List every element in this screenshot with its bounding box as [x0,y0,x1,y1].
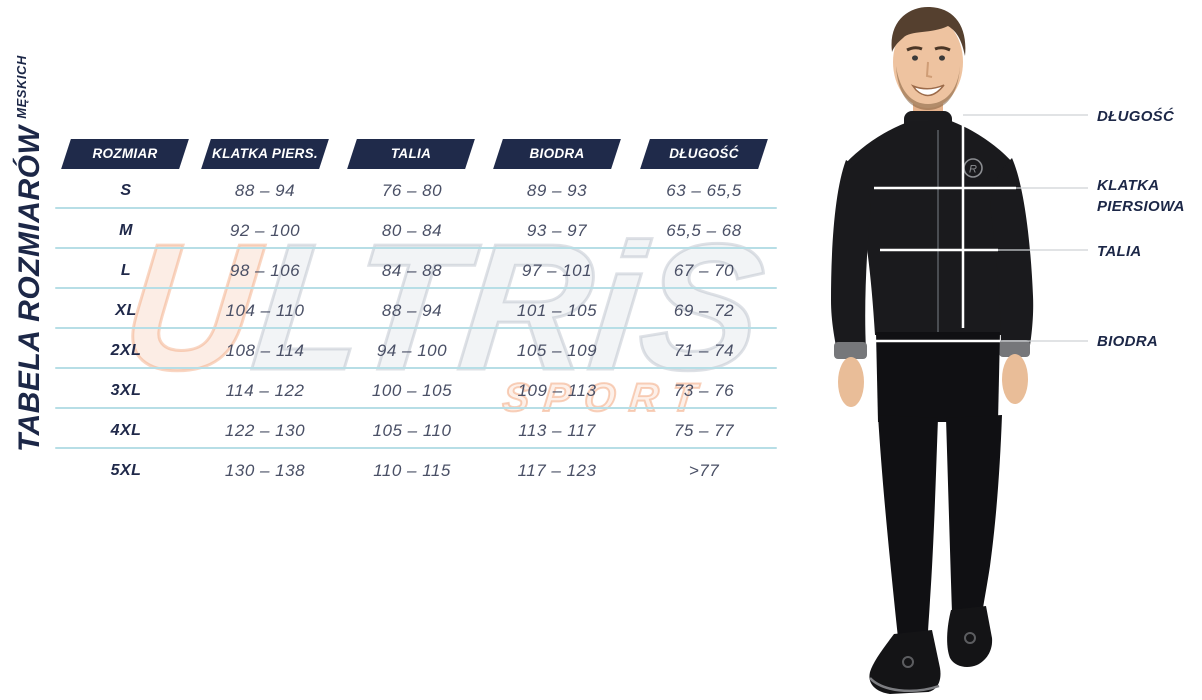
model-smile [910,84,945,97]
cell-chest: 88 – 94 [234,181,296,200]
table-row: XL 104 – 110 88 – 94 101 – 105 69 – 72 [0,291,800,331]
jacket-logo-letter: R [969,164,977,176]
cell-length: 75 – 77 [673,421,735,440]
page-title-sub: MĘSKICH [14,55,29,119]
model-eye-right [939,55,945,61]
cell-length: 67 – 70 [673,261,735,280]
row-divider [55,287,777,289]
row-divider [55,327,777,329]
cell-size: S [120,182,132,199]
cell-chest: 104 – 110 [225,301,305,320]
shoe-left [869,630,941,694]
cell-chest: 122 – 130 [224,421,306,440]
figure-label-waist: TALIA [1097,243,1142,260]
size-table: ROZMIAR KLATKA PIERS. TALIA BIODRA DŁUGO… [0,0,800,500]
tights-hips [876,332,1000,422]
tights-leg-right [946,415,1002,616]
cell-size: XL [115,302,137,319]
cell-length: 71 – 74 [673,341,735,360]
table-row: M 92 – 100 80 – 84 93 – 97 65,5 – 68 [0,211,800,251]
row-divider [55,247,777,249]
jacket-torso [846,120,1014,335]
page-title: TABELA ROZMIARÓW MĘSKICH [13,55,53,452]
cell-length: 73 – 76 [673,381,735,400]
cuff-left [834,342,867,359]
cell-length: 63 – 65,5 [666,181,742,200]
cell-waist: 105 – 110 [372,421,452,440]
jacket-sleeve-left [831,160,871,352]
shoe-left-dial-icon [902,656,914,668]
cell-hips: 109 – 113 [517,381,597,400]
model-eyebrow-right [934,46,951,52]
cell-waist: 110 – 115 [373,461,451,480]
cell-size: L [120,262,132,279]
shoe-right [947,606,993,667]
table-row: 5XL 130 – 138 110 – 115 117 – 123 >77 [0,451,800,491]
tights-leg-left [878,415,938,638]
cell-waist: 100 – 105 [371,381,453,400]
cell-hips: 97 – 101 [521,261,593,280]
cell-size: M [119,222,133,239]
cell-waist: 84 – 88 [381,261,443,280]
shoe-right-dial-icon [964,632,976,644]
cell-hips: 93 – 97 [526,221,588,240]
cell-size: 4XL [110,422,142,439]
cell-size: 5XL [110,462,142,479]
cell-size: 3XL [110,382,142,399]
jacket-sleeve-right [990,158,1034,352]
cell-length: >77 [688,461,720,480]
figure-label-hips: BIODRA [1097,333,1158,350]
column-header-hips: BIODRA [493,139,621,169]
cell-waist: 88 – 94 [381,301,443,320]
cell-length: 65,5 – 68 [666,221,742,240]
model-hand-left [838,357,864,407]
cell-hips: 89 – 93 [526,181,588,200]
cell-waist: 76 – 80 [381,181,443,200]
table-row: S 88 – 94 76 – 80 89 – 93 63 – 65,5 [0,171,800,211]
cell-hips: 105 – 109 [516,341,598,360]
cell-length: 69 – 72 [673,301,735,320]
row-divider [55,207,777,209]
table-row: 4XL 122 – 130 105 – 110 113 – 117 75 – 7… [0,411,800,451]
cell-waist: 80 – 84 [381,221,443,240]
table-row: 3XL 114 – 122 100 – 105 109 – 113 73 – 7… [0,371,800,411]
cell-chest: 114 – 122 [225,381,305,400]
model-eye-left [912,55,918,61]
model-beard [896,66,960,110]
model-eyebrow-left [906,46,923,52]
table-row: 2XL 108 – 114 94 – 100 105 – 109 71 – 74 [0,331,800,371]
cell-chest: 108 – 114 [225,341,305,360]
male-model-svg: R [831,6,1088,694]
cell-hips: 101 – 105 [516,301,598,320]
page-title-main: TABELA ROZMIARÓW [13,125,46,452]
column-header-waist: TALIA [347,139,475,169]
model-hand-right [1002,354,1028,404]
column-header-size: ROZMIAR [61,139,189,169]
cell-size: 2XL [110,342,142,359]
figure-label-chest: KLATKA PIERSIOWA [1097,177,1185,215]
column-header-length: DŁUGOŚĆ [640,139,768,169]
cuff-right [999,340,1030,357]
row-divider [55,407,777,409]
row-divider [55,367,777,369]
cell-waist: 94 – 100 [376,341,448,360]
row-divider [55,447,777,449]
male-model-illustration: R [820,0,1202,700]
model-nose [925,61,933,78]
cell-hips: 117 – 123 [517,461,597,480]
shoe-left-sole [869,677,940,693]
figure-label-length: DŁUGOŚĆ [1097,108,1175,125]
cell-hips: 113 – 117 [518,421,596,440]
cell-chest: 92 – 100 [229,221,301,240]
cell-chest: 98 – 106 [229,261,301,280]
cell-chest: 130 – 138 [224,461,306,480]
column-header-chest: KLATKA PIERS. [201,139,329,169]
model-hair [891,6,966,56]
table-row: L 98 – 106 84 – 88 97 – 101 67 – 70 [0,251,800,291]
